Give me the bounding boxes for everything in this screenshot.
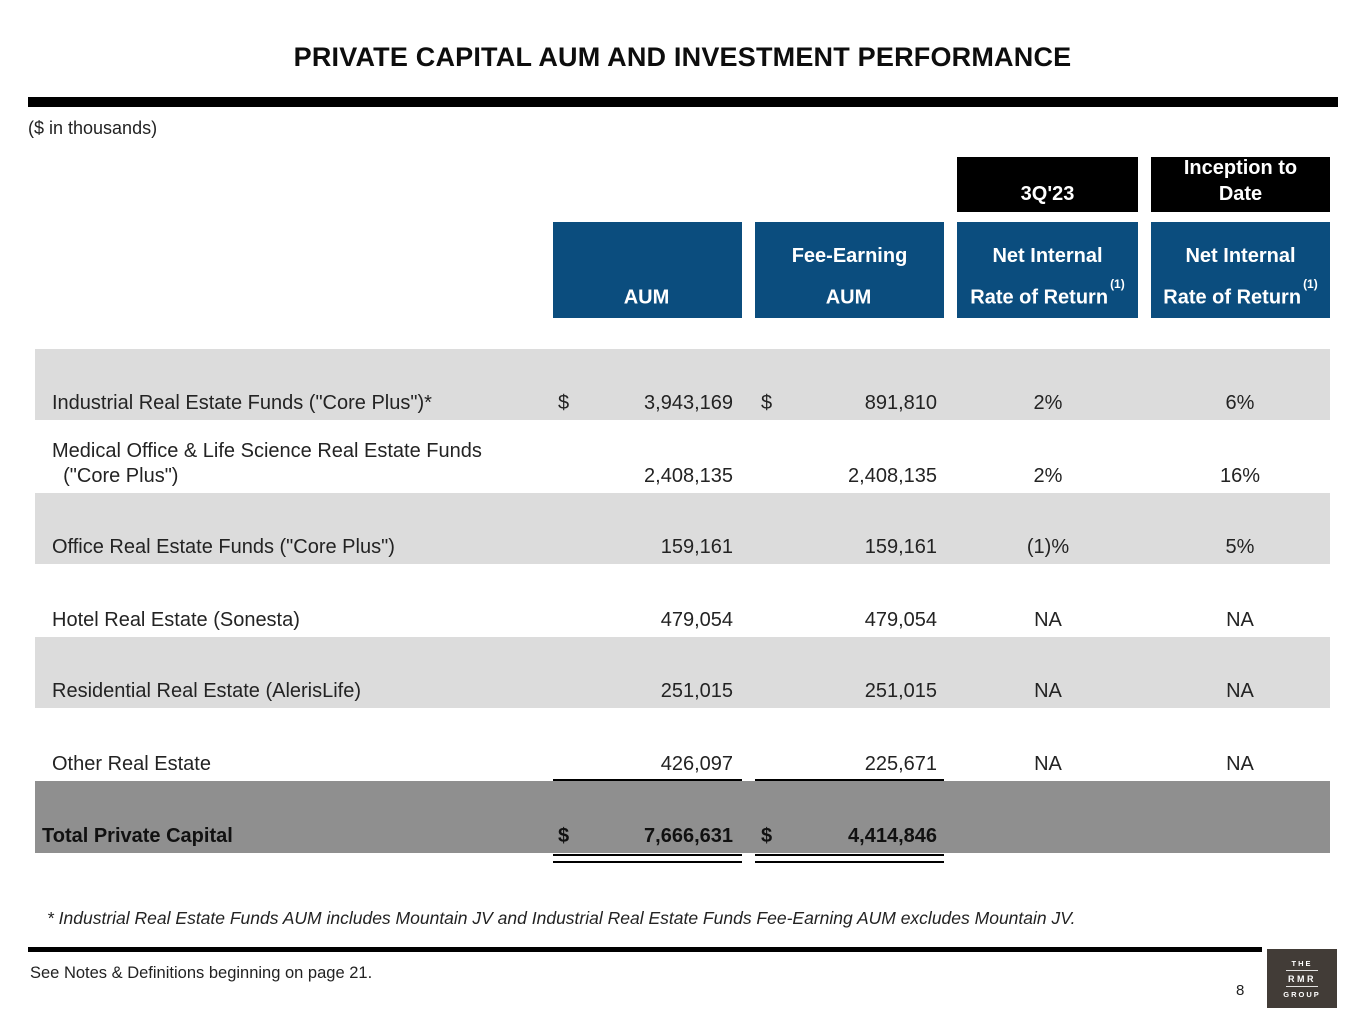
fee-aum-dollar-sign: $: [761, 392, 773, 414]
table-row-medical-office: Medical Office & Life Science Real Estat…: [35, 420, 1330, 493]
aum-value: 426,097: [660, 753, 733, 775]
column-header-aum-text: AUM: [623, 287, 670, 309]
row-label: Office Real Estate Funds ("Core Plus"): [52, 536, 395, 558]
period-header-inception-to-date: Inception to Date: [1151, 157, 1330, 212]
fee-total-double-rule: [755, 853, 944, 863]
column-header-net-irr-3q23-text: Rate of Return: [970, 287, 1109, 309]
itd-nirr-value: NA: [1226, 753, 1254, 775]
aum-subtotal-rule: [553, 778, 742, 781]
table-row-office: Office Real Estate Funds ("Core Plus") 1…: [35, 493, 1330, 564]
table-row-hotel: Hotel Real Estate (Sonesta) 479,054 479,…: [35, 564, 1330, 637]
aum-value: 159,161: [660, 536, 733, 558]
row-label: Hotel Real Estate (Sonesta): [52, 609, 300, 631]
column-header-aum-line2: AUM: [624, 274, 672, 316]
aum-dollar-sign: $: [558, 825, 570, 847]
q-nirr-value: 2%: [1033, 465, 1063, 487]
column-header-net-irr-3q23-line1: Net Internal: [992, 245, 1103, 268]
itd-nirr-value: NA: [1226, 609, 1254, 631]
row-label: Industrial Real Estate Funds ("Core Plus…: [52, 392, 432, 414]
column-header-net-irr-inception: Net Internal Rate of Return(1): [1151, 222, 1330, 318]
q-nirr-value: (1)%: [1026, 536, 1070, 558]
logo-separator: [1286, 986, 1318, 987]
itd-nirr-value: 5%: [1225, 536, 1255, 558]
itd-nirr-value: 6%: [1225, 392, 1255, 414]
table-row-other: Other Real Estate 426,097 225,671 NA NA: [35, 708, 1330, 781]
itd-nirr-value: 16%: [1219, 465, 1261, 487]
row-label: Other Real Estate: [52, 753, 211, 775]
footnote-ref-1: (1): [1303, 277, 1318, 292]
see-notes: See Notes & Definitions beginning on pag…: [30, 964, 373, 982]
aum-value: 7,666,631: [644, 825, 733, 847]
q-nirr-value: NA: [1034, 753, 1062, 775]
fee-aum-dollar-sign: $: [761, 825, 773, 847]
aum-value: 251,015: [660, 680, 733, 702]
row-label: Residential Real Estate (AlerisLife): [52, 680, 362, 702]
row-label: Medical Office & Life Science Real Estat…: [52, 440, 482, 487]
fee-aum-value: 4,414,846: [848, 825, 937, 847]
fee-aum-value: 225,671: [864, 753, 937, 775]
footnote-ref-1: (1): [1110, 277, 1125, 292]
column-header-fee-earning-aum: Fee-Earning AUM: [755, 222, 944, 318]
q-nirr-value: NA: [1034, 609, 1062, 631]
fee-aum-value: 251,015: [864, 680, 937, 702]
row-label: Total Private Capital: [42, 825, 233, 847]
itd-nirr-value: NA: [1226, 680, 1254, 702]
aum-value: 2,408,135: [644, 465, 733, 487]
aum-dollar-sign: $: [558, 392, 570, 414]
aum-value: 479,054: [660, 609, 733, 631]
column-header-fee-text: AUM: [825, 287, 872, 309]
fee-subtotal-rule: [755, 778, 944, 781]
column-header-fee-line1: Fee-Earning: [791, 245, 908, 268]
table-row-total: Total Private Capital $ 7,666,631 $ 4,41…: [35, 781, 1330, 853]
table-row-residential: Residential Real Estate (AlerisLife) 251…: [35, 637, 1330, 708]
table-row-industrial: Industrial Real Estate Funds ("Core Plus…: [35, 349, 1330, 420]
column-header-net-irr-3q23-line2: Rate of Return(1): [970, 274, 1124, 316]
footnote: * Industrial Real Estate Funds AUM inclu…: [47, 908, 1076, 928]
fee-aum-value: 159,161: [864, 536, 937, 558]
rmr-logo: THE RMR GROUP: [1267, 949, 1337, 1008]
fee-aum-value: 2,408,135: [848, 465, 937, 487]
column-header-net-irr-inception-line2: Rate of Return(1): [1163, 274, 1317, 316]
fee-aum-value: 479,054: [864, 609, 937, 631]
page-title: PRIVATE CAPITAL AUM AND INVESTMENT PERFO…: [293, 42, 1072, 72]
logo-line-rmr: RMR: [1288, 973, 1316, 984]
column-header-net-irr-inception-line1: Net Internal: [1185, 245, 1296, 268]
logo-line-the: THE: [1291, 958, 1313, 968]
units-note: ($ in thousands): [28, 118, 158, 138]
q-nirr-value: NA: [1034, 680, 1062, 702]
q-nirr-value: 2%: [1033, 392, 1063, 414]
aum-total-double-rule: [553, 853, 742, 863]
column-header-fee-line2: AUM: [826, 274, 874, 316]
aum-value: 3,943,169: [644, 392, 733, 414]
page-number: 8: [1236, 982, 1245, 999]
logo-separator: [1286, 970, 1318, 971]
period-header-3q23: 3Q'23: [957, 157, 1138, 212]
column-header-net-irr-3q23: Net Internal Rate of Return(1): [957, 222, 1138, 318]
column-header-aum: AUM: [553, 222, 742, 318]
logo-line-group: GROUP: [1283, 989, 1321, 999]
fee-aum-value: 891,810: [864, 392, 937, 414]
title-rule: [28, 97, 1338, 107]
footer-rule: [28, 947, 1262, 952]
column-header-net-irr-inception-text: Rate of Return: [1163, 287, 1302, 309]
